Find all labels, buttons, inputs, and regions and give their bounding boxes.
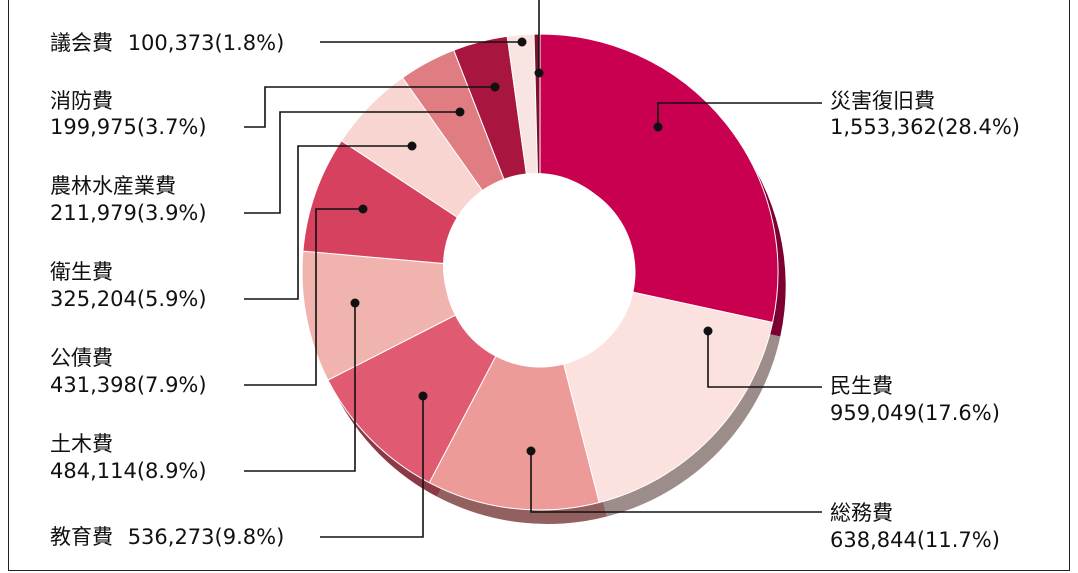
leader-dot (407, 141, 417, 151)
label-eisei-value: 325,204(5.9%) (50, 287, 207, 311)
label-gikai-value: 100,373(1.8%) (128, 31, 285, 55)
label-norin-name: 農林水産業費 (50, 174, 176, 198)
leader-dot (455, 107, 465, 117)
leader-dot (653, 122, 663, 132)
label-saigai-value: 1,553,362(28.4%) (830, 115, 1020, 139)
leader-dot (534, 68, 544, 78)
label-kyoiku-name: 教育費 (50, 525, 113, 549)
leader-line (244, 208, 363, 386)
leader-dot (418, 391, 428, 401)
label-doboku-name: 土木費 (50, 432, 113, 456)
leader-line (244, 86, 495, 128)
label-kosai-value: 431,398(7.9%) (50, 373, 207, 397)
label-somu-value: 638,844(11.7%) (830, 528, 1000, 552)
label-kyoiku-value: 536,273(9.8%) (128, 525, 285, 549)
leader-lines (244, 0, 822, 538)
label-kyoiku: 教育費 536,273(9.8%) (50, 525, 284, 549)
leader-dot (358, 204, 368, 214)
chart-frame (8, 0, 1070, 571)
leader-line (320, 396, 424, 538)
leader-dot (517, 37, 527, 47)
label-gikai: 議会費 100,373(1.8%) (50, 31, 284, 55)
leader-dot (703, 326, 713, 336)
label-minsei-value: 959,049(17.6%) (830, 401, 1000, 425)
label-gikai-name: 議会費 (50, 31, 113, 55)
label-shobo-value: 199,975(3.7%) (50, 115, 207, 139)
donut-hole-inner (443, 173, 629, 359)
leader-line (244, 145, 412, 300)
label-kosai-name: 公債費 (50, 346, 113, 370)
leader-dot (490, 82, 500, 92)
label-doboku-value: 484,114(8.9%) (50, 459, 207, 483)
leader-dot (350, 298, 360, 308)
leader-dot (526, 446, 536, 456)
label-eisei-name: 衛生費 (50, 260, 113, 284)
leader-line (244, 111, 460, 214)
label-shobo-name: 消防費 (50, 89, 113, 113)
label-somu-name: 総務費 (830, 501, 893, 525)
leader-line (657, 102, 822, 127)
leader-line (244, 303, 356, 472)
leader-line (530, 451, 822, 513)
label-minsei-name: 民生費 (830, 374, 893, 398)
label-norin-value: 211,979(3.9%) (50, 201, 207, 225)
leader-line (707, 331, 822, 388)
label-saigai-name: 災害復旧費 (830, 89, 935, 113)
